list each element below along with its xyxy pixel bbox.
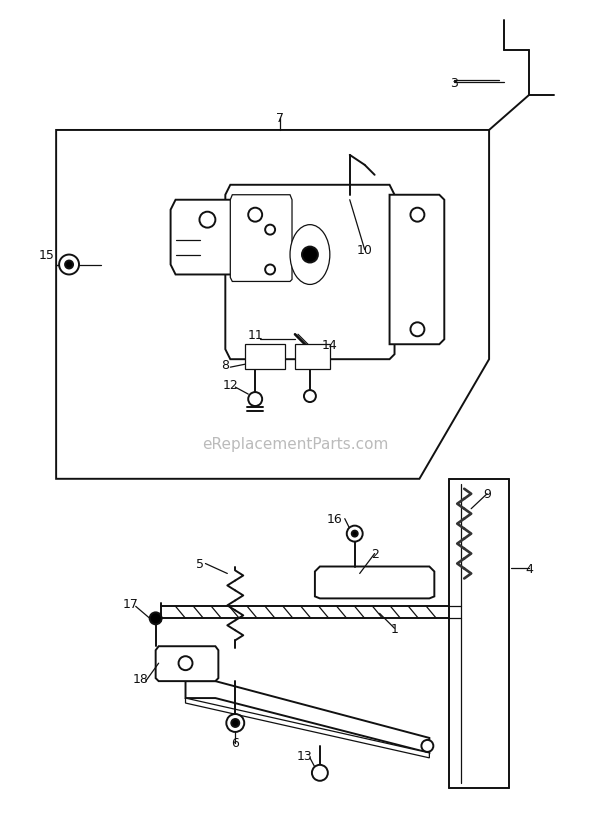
Text: 15: 15 [38, 249, 54, 262]
Text: 2: 2 [371, 548, 379, 560]
Circle shape [248, 208, 262, 222]
Polygon shape [56, 130, 489, 479]
Circle shape [347, 526, 363, 542]
Circle shape [248, 393, 262, 406]
Polygon shape [389, 196, 444, 344]
Text: 5: 5 [196, 558, 205, 570]
Polygon shape [185, 681, 430, 753]
Text: 6: 6 [231, 737, 239, 750]
Text: 13: 13 [297, 750, 313, 762]
Text: 16: 16 [327, 512, 343, 526]
Text: 17: 17 [123, 597, 139, 610]
Circle shape [199, 212, 215, 228]
Circle shape [231, 719, 240, 727]
Circle shape [302, 247, 318, 263]
Circle shape [227, 714, 244, 732]
Ellipse shape [290, 226, 330, 285]
Circle shape [265, 226, 275, 235]
Text: 7: 7 [276, 112, 284, 125]
Circle shape [179, 656, 192, 670]
Circle shape [421, 740, 433, 752]
Polygon shape [156, 646, 218, 681]
Circle shape [352, 531, 358, 537]
Polygon shape [225, 186, 395, 359]
Text: 14: 14 [322, 339, 337, 351]
Text: 1: 1 [391, 622, 398, 635]
Text: 11: 11 [247, 329, 263, 341]
Circle shape [59, 255, 79, 275]
Text: 9: 9 [483, 487, 491, 501]
Text: 8: 8 [221, 359, 230, 371]
Text: 18: 18 [133, 672, 149, 685]
Circle shape [150, 613, 162, 624]
Text: 10: 10 [357, 244, 373, 257]
Polygon shape [245, 344, 285, 370]
Text: 12: 12 [222, 378, 238, 391]
Polygon shape [230, 196, 292, 282]
Text: eReplacementParts.com: eReplacementParts.com [202, 437, 388, 452]
Polygon shape [171, 201, 245, 275]
Polygon shape [295, 344, 330, 370]
Circle shape [312, 765, 328, 781]
Circle shape [65, 261, 73, 269]
Text: 3: 3 [450, 77, 458, 89]
Circle shape [265, 265, 275, 275]
Polygon shape [315, 567, 434, 599]
Polygon shape [185, 698, 430, 758]
Circle shape [304, 390, 316, 403]
Circle shape [411, 323, 424, 337]
Circle shape [411, 208, 424, 222]
Text: 4: 4 [525, 563, 533, 575]
